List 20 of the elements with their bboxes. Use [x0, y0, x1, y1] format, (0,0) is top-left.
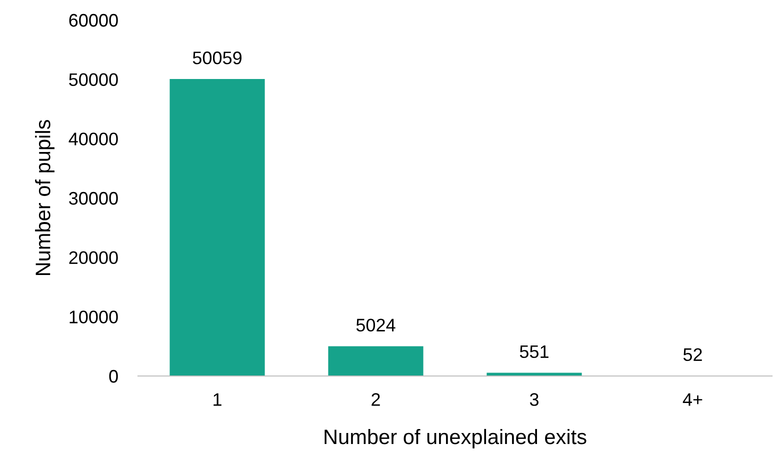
x-tick-label: 2	[372, 393, 380, 406]
x-tick-label: 3	[530, 393, 538, 406]
data-label: 551	[520, 345, 548, 358]
x-axis-title: Number of unexplained exits	[324, 428, 586, 448]
y-tick-label: 50000	[69, 73, 118, 86]
y-axis-title: Number of pupils	[35, 120, 54, 276]
data-label: 50059	[192, 52, 242, 64]
bar	[486, 372, 582, 376]
y-tick-label: 0	[109, 370, 118, 383]
x-tick-label: 1	[214, 393, 222, 406]
y-tick-label: 30000	[69, 192, 118, 205]
bar	[328, 346, 424, 376]
data-label: 5024	[356, 318, 396, 332]
y-tick-label: 10000	[70, 310, 118, 324]
y-tick-label: 40000	[68, 132, 118, 146]
x-tick-label: 4+	[682, 393, 702, 406]
y-tick-label: 20000	[69, 251, 118, 264]
bar	[170, 78, 265, 376]
data-label: 52	[683, 348, 702, 362]
y-tick-label: 60000	[69, 14, 118, 27]
